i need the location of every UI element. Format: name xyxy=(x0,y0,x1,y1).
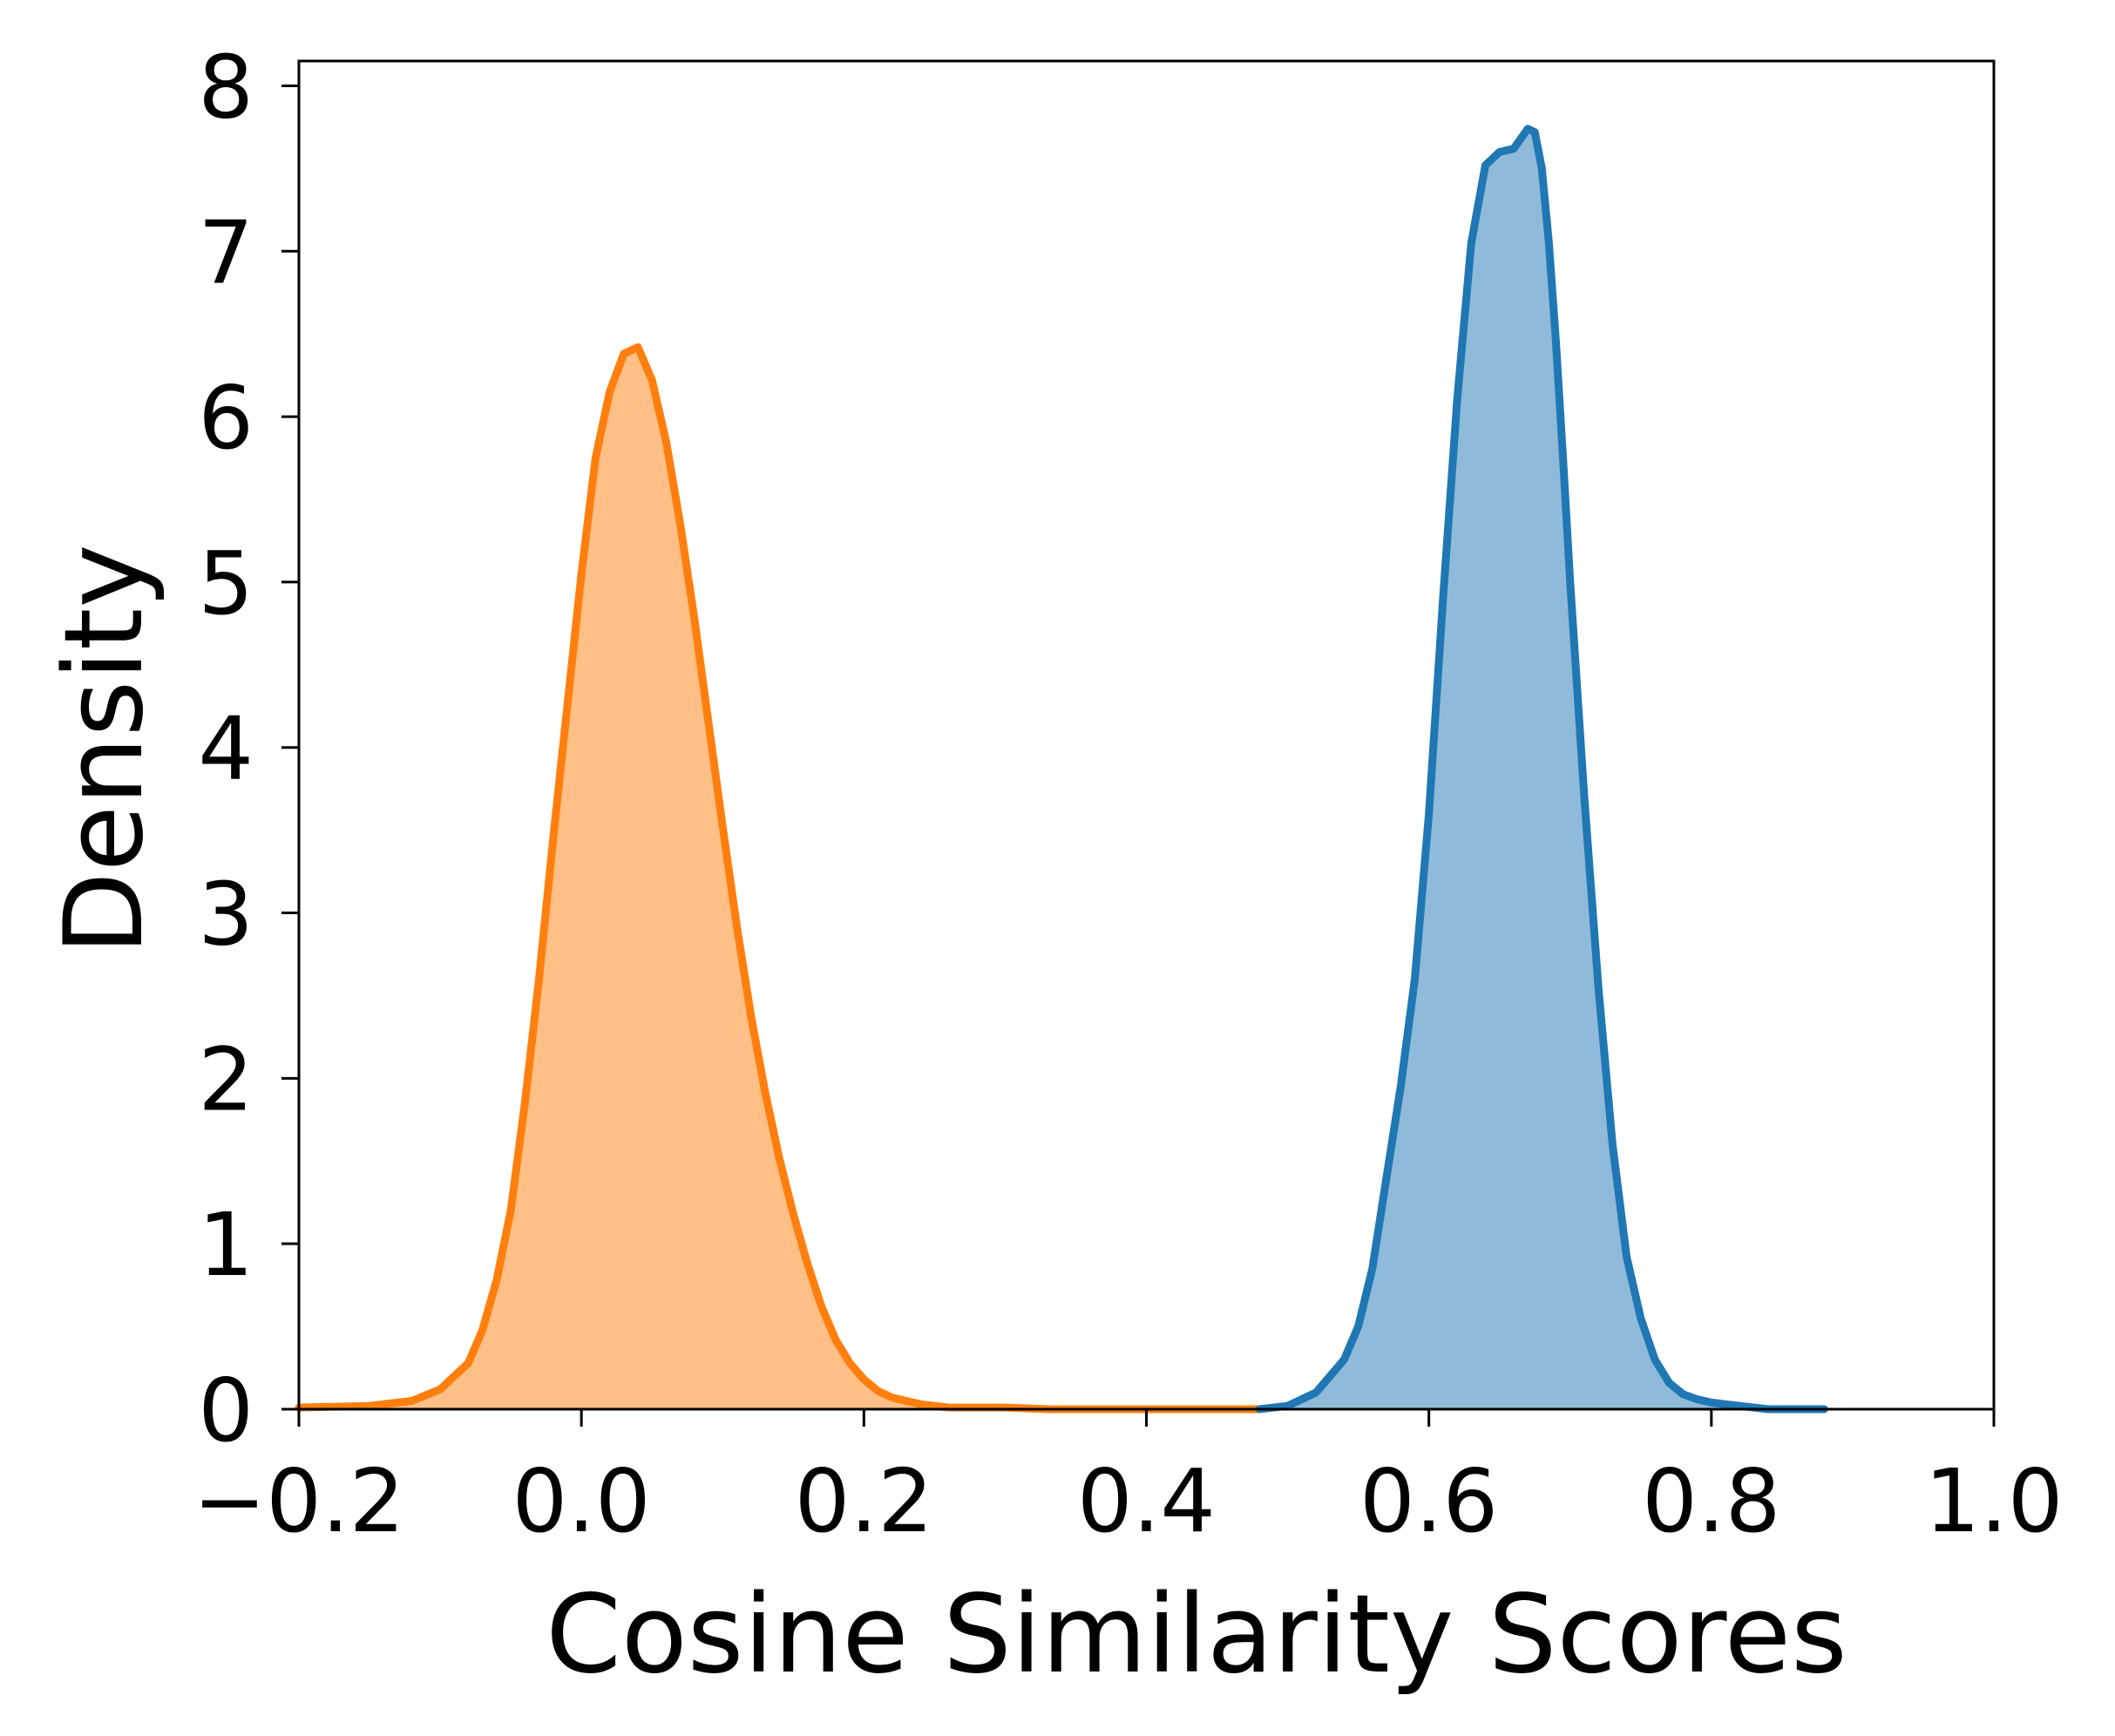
x-tick-label: 1.0 xyxy=(1924,1450,2063,1552)
x-axis-title: Cosine Similarity Scores xyxy=(546,1572,1847,1698)
x-tick-label: −0.2 xyxy=(193,1450,405,1552)
y-tick-label: 1 xyxy=(198,1194,254,1296)
y-tick-label: 8 xyxy=(198,36,254,138)
x-tick-label: 0.2 xyxy=(795,1450,933,1552)
x-tick-label: 0.8 xyxy=(1642,1450,1780,1552)
y-tick-label: 0 xyxy=(198,1360,254,1461)
y-tick-label: 3 xyxy=(198,864,254,966)
y-tick-label: 7 xyxy=(198,201,254,303)
series-1-line xyxy=(1255,125,1828,1414)
series-0-area xyxy=(299,347,1260,1409)
x-axis-ticks: −0.2 0.0 0.2 0.4 0.6 0.8 1.0 xyxy=(193,1409,2064,1552)
y-tick-label: 4 xyxy=(198,698,254,800)
y-axis-ticks: 0 1 2 3 4 5 6 7 8 xyxy=(198,36,299,1461)
series-0-line xyxy=(295,342,1264,1414)
x-tick-label: 0.4 xyxy=(1077,1450,1216,1552)
y-tick-label: 5 xyxy=(198,532,254,634)
y-axis-title: Density xyxy=(42,544,167,954)
y-tick-label: 6 xyxy=(198,367,254,469)
x-tick-label: 0.6 xyxy=(1359,1450,1498,1552)
series-1-area xyxy=(1259,128,1825,1409)
y-tick-label: 2 xyxy=(198,1028,254,1130)
series-layer xyxy=(295,125,1828,1414)
x-tick-label: 0.0 xyxy=(512,1450,651,1552)
